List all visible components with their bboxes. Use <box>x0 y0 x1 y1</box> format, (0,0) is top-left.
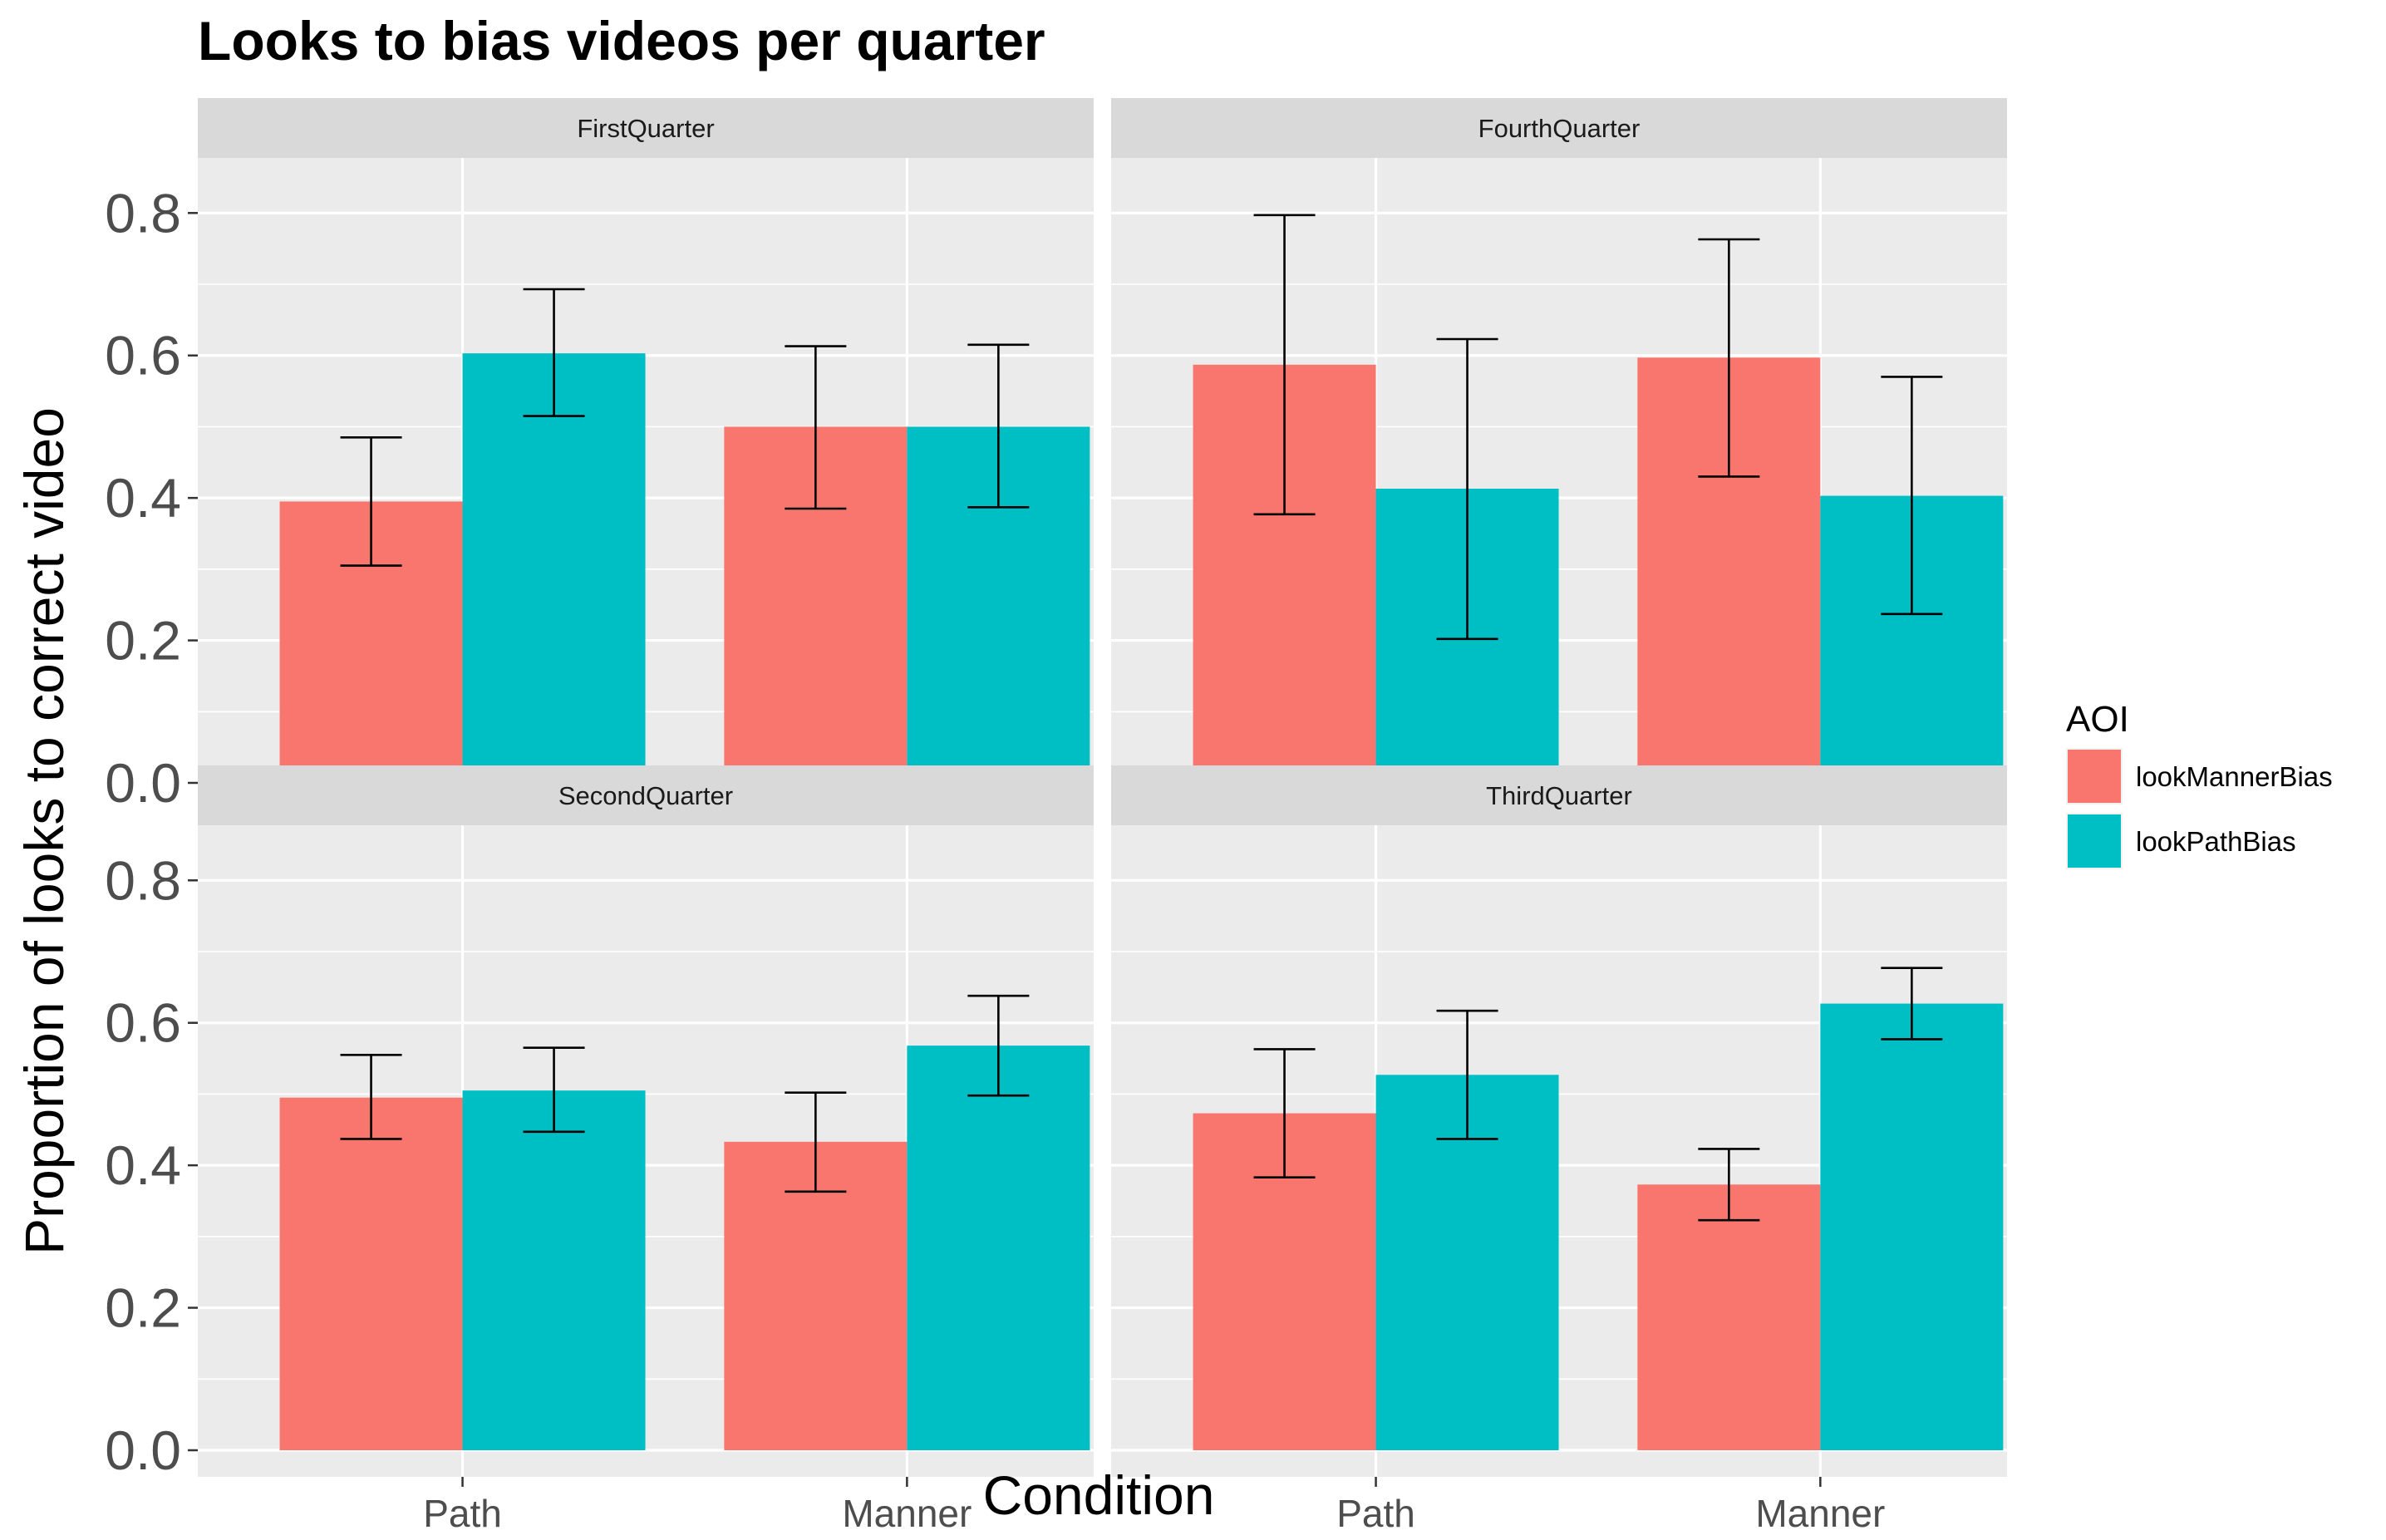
x-tick-label-path: Path <box>423 1492 502 1535</box>
error-bar-lookmannerbias-manner <box>1698 1148 1760 1222</box>
y-axis-title: Proportion of looks to correct video <box>13 407 75 1255</box>
y-tick-label: 0.0 <box>105 752 181 814</box>
y-tick-label: 0.6 <box>105 992 181 1054</box>
error-bar-lookpathbias-path <box>1436 1009 1498 1140</box>
x-tick-label-path: Path <box>1336 1492 1415 1535</box>
panel-thirdquarter: ThirdQuarter <box>1111 765 2007 1477</box>
panel-secondquarter: SecondQuarter 0.0 0.2 0.4 0.6 0.8 <box>105 765 1094 1481</box>
bar-lookmannerbias-manner <box>1637 1184 1821 1450</box>
error-bar-lookpathbias-manner <box>1881 967 1943 1041</box>
error-bar-lookpathbias-manner <box>967 343 1030 509</box>
facet-label: FirstQuarter <box>577 114 714 143</box>
error-bar-lookpathbias-manner <box>1881 376 1943 616</box>
facet-strip <box>198 98 1094 158</box>
legend: AOI lookMannerBias lookPathBias <box>2066 699 2333 869</box>
y-tick-label: 0.8 <box>105 849 181 911</box>
legend-swatch-lookmannerbias <box>2068 750 2121 803</box>
legend-title: AOI <box>2066 699 2129 740</box>
bar-lookmannerbias-manner <box>724 1141 908 1450</box>
chart-title: Looks to bias videos per quarter <box>198 10 1045 71</box>
error-bar-lookmannerbias-path <box>340 435 402 567</box>
facet-panels: FirstQuarter 0.0 0.2 0.4 0.6 0.8 FourthQuarter… <box>105 98 2007 1481</box>
facet-strip <box>1111 98 2007 158</box>
y-tick-label: 0.0 <box>105 1419 181 1481</box>
facet-strip <box>1111 765 2007 825</box>
panel-firstquarter: FirstQuarter 0.0 0.2 0.4 0.6 0.8 <box>105 98 1094 814</box>
error-bar-lookmannerbias-path <box>1253 1048 1316 1179</box>
x-axis-ticks: Path Manner Path Manner <box>423 1477 1885 1535</box>
error-bar-lookmannerbias-manner <box>785 1091 847 1193</box>
bar-lookpathbias-path <box>462 353 646 784</box>
legend-label-lookpathbias: lookPathBias <box>2136 826 2296 857</box>
facet-label: FourthQuarter <box>1478 114 1641 143</box>
error-bar-lookmannerbias-path <box>340 1053 402 1140</box>
y-tick-label: 0.2 <box>105 1277 181 1339</box>
facet-strip <box>198 765 1094 825</box>
x-tick-label-manner: Manner <box>842 1492 972 1535</box>
y-tick-label: 0.2 <box>105 610 181 672</box>
bar-lookmannerbias-path <box>279 1097 463 1450</box>
y-tick-label: 0.4 <box>105 1134 181 1196</box>
error-bar-lookpathbias-path <box>1436 337 1498 641</box>
y-tick-label: 0.4 <box>105 467 181 529</box>
facet-label: SecondQuarter <box>558 781 733 810</box>
error-bar-lookmannerbias-manner <box>785 345 847 510</box>
error-bar-lookpathbias-path <box>523 1046 585 1134</box>
y-tick-label: 0.8 <box>105 182 181 244</box>
legend-label-lookmannerbias: lookMannerBias <box>2136 761 2333 792</box>
x-axis-title: Condition <box>983 1464 1215 1526</box>
x-tick-label-manner: Manner <box>1755 1492 1885 1535</box>
bar-lookpathbias-manner <box>1820 1003 2004 1450</box>
error-bar-lookmannerbias-manner <box>1698 238 1760 478</box>
bar-lookpathbias-path <box>462 1090 646 1450</box>
legend-swatch-lookpathbias <box>2068 814 2121 868</box>
y-tick-label: 0.6 <box>105 325 181 386</box>
error-bar-lookpathbias-manner <box>967 994 1030 1097</box>
error-bar-lookmannerbias-path <box>1253 214 1316 516</box>
error-bar-lookpathbias-path <box>523 288 585 417</box>
panel-fourthquarter: FourthQuarter <box>1111 98 2007 809</box>
bar-lookpathbias-manner <box>907 1046 1090 1450</box>
facet-label: ThirdQuarter <box>1486 781 1632 810</box>
